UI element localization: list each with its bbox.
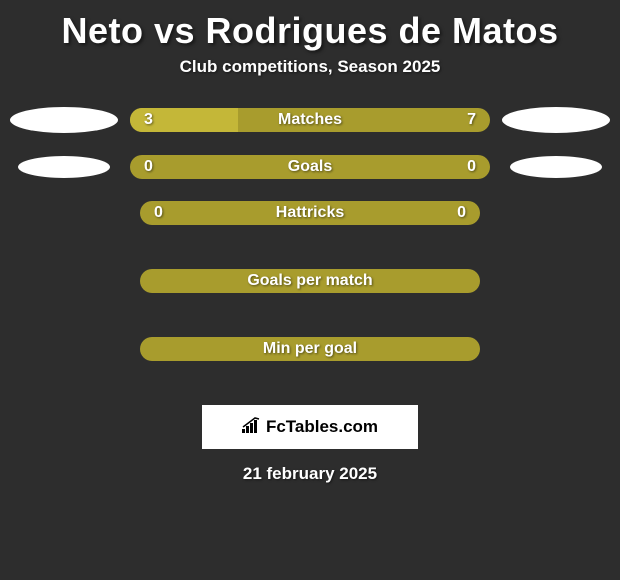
stat-label: Goals per match bbox=[247, 272, 372, 290]
stat-label: Matches bbox=[278, 111, 342, 129]
avatar-ellipse-right bbox=[502, 107, 610, 133]
stat-bar: 0 Goals 0 bbox=[130, 155, 490, 179]
page-title: Neto vs Rodrigues de Matos bbox=[0, 0, 620, 57]
watermark: FcTables.com bbox=[202, 405, 418, 449]
stat-row-min-per-goal: Min per goal bbox=[0, 337, 620, 383]
stat-row-hattricks: 0 Hattricks 0 bbox=[0, 201, 620, 247]
stat-row-goals-per-match: Goals per match bbox=[0, 269, 620, 315]
stat-value-left: 0 bbox=[154, 204, 163, 222]
avatar-ellipse-left bbox=[18, 156, 110, 178]
stat-value-right: 0 bbox=[457, 204, 466, 222]
stat-label: Goals bbox=[288, 158, 332, 176]
stat-label: Hattricks bbox=[276, 204, 344, 222]
stat-bar: Goals per match bbox=[140, 269, 480, 293]
stat-value-left: 3 bbox=[144, 111, 153, 129]
avatar-left bbox=[10, 156, 118, 178]
watermark-text: FcTables.com bbox=[266, 417, 378, 437]
avatar-left bbox=[10, 107, 118, 133]
avatar-ellipse-right bbox=[510, 156, 602, 178]
chart-icon bbox=[242, 417, 262, 438]
stat-value-right: 0 bbox=[467, 158, 476, 176]
avatar-right bbox=[502, 156, 610, 178]
footer-date: 21 february 2025 bbox=[0, 464, 620, 484]
stat-row-matches: 3 Matches 7 bbox=[0, 107, 620, 133]
subtitle: Club competitions, Season 2025 bbox=[0, 57, 620, 107]
avatar-right bbox=[502, 107, 610, 133]
stat-row-goals: 0 Goals 0 bbox=[0, 155, 620, 179]
stat-label: Min per goal bbox=[263, 340, 357, 358]
stat-value-left: 0 bbox=[144, 158, 153, 176]
stat-bar: Min per goal bbox=[140, 337, 480, 361]
stat-bar: 0 Hattricks 0 bbox=[140, 201, 480, 225]
stat-value-right: 7 bbox=[467, 111, 476, 129]
comparison-card: Neto vs Rodrigues de Matos Club competit… bbox=[0, 0, 620, 484]
avatar-ellipse-left bbox=[10, 107, 118, 133]
stat-bar: 3 Matches 7 bbox=[130, 108, 490, 132]
